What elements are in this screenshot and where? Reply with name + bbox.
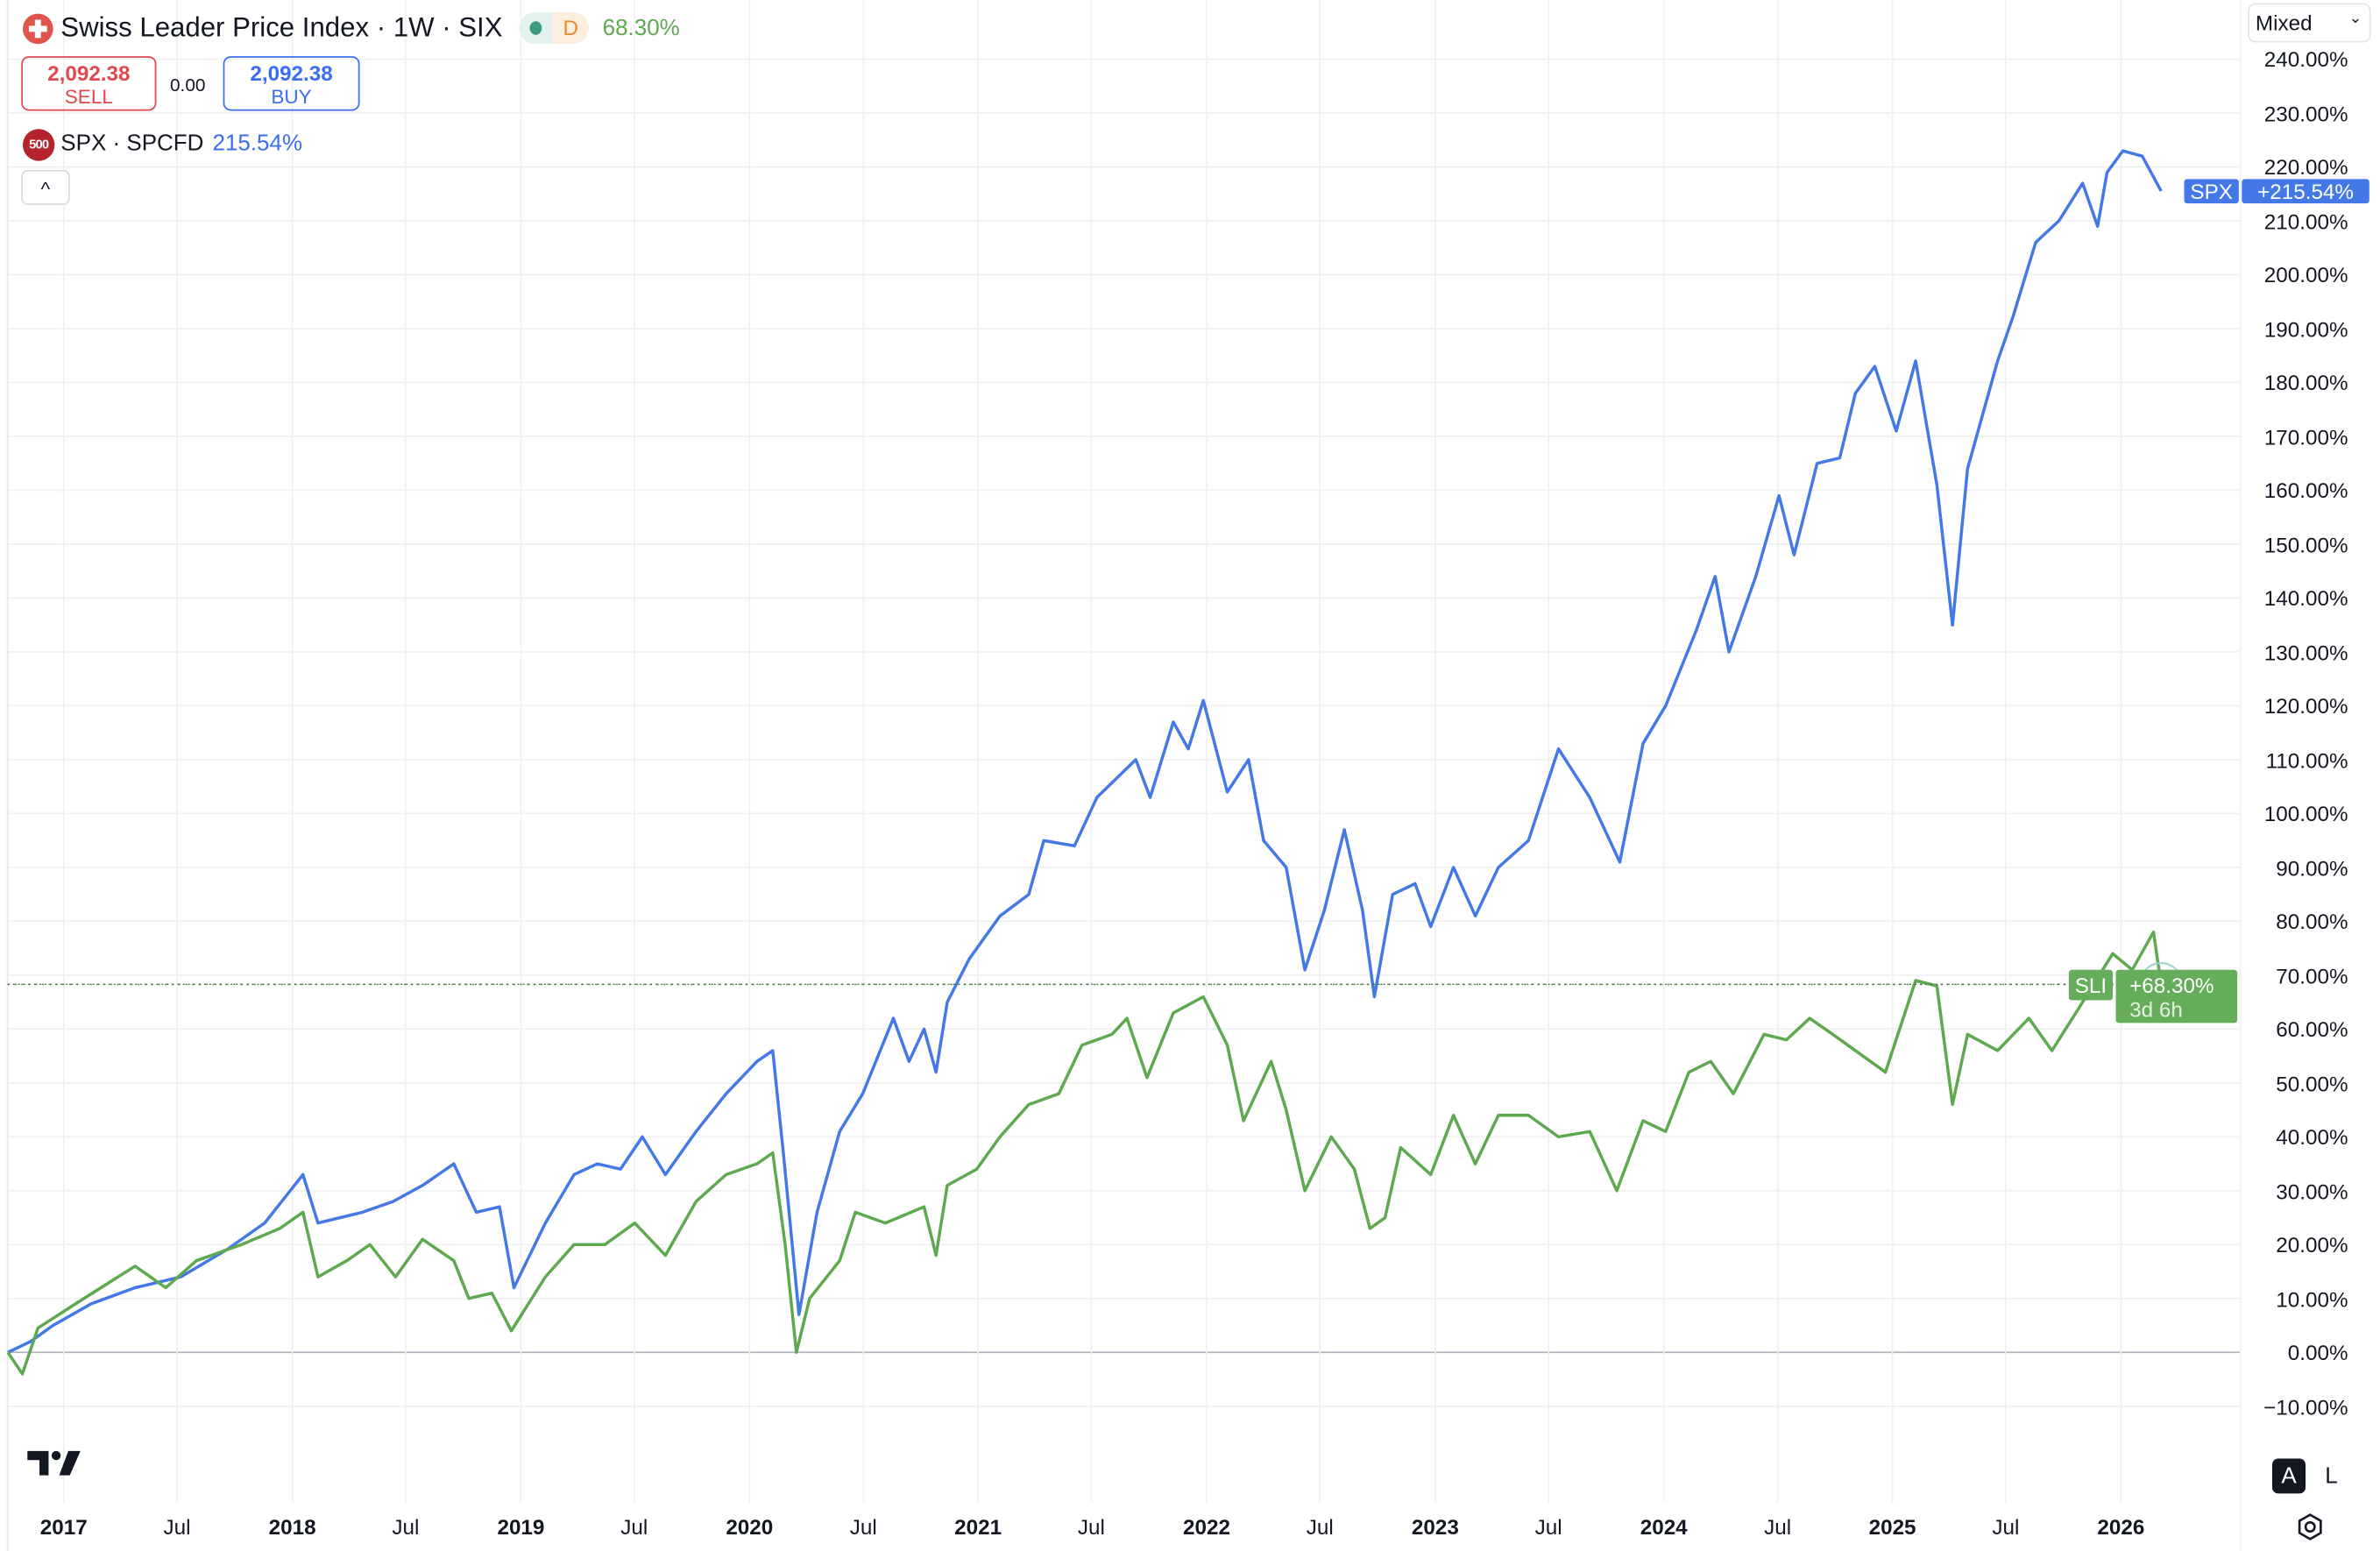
y-axis-tick-label: 10.00% xyxy=(2276,1285,2348,1311)
buy-button[interactable]: 2,092.38 BUY xyxy=(223,56,360,111)
y-axis-tick-label: 100.00% xyxy=(2263,801,2348,826)
x-axis-tick-label: 2026 xyxy=(2097,1514,2145,1540)
x-axis-tick-label: Jul xyxy=(1534,1514,1562,1540)
y-axis-tick-label: 120.00% xyxy=(2263,693,2348,719)
sell-label: SELL xyxy=(64,84,113,108)
x-axis-tick-label: Jul xyxy=(1764,1514,1792,1540)
spread-value: 0.00 xyxy=(169,74,206,96)
sli-tag-name: SLI xyxy=(2068,969,2114,1000)
x-axis-tick-label: Jul xyxy=(163,1514,191,1540)
spx-tag-name: SPX xyxy=(2184,179,2239,203)
x-axis-tick-label: 2023 xyxy=(1411,1514,1459,1540)
x-axis-tick-label: Jul xyxy=(1077,1514,1105,1540)
sell-button[interactable]: 2,092.38 SELL xyxy=(21,56,157,111)
collapse-legend-button[interactable]: ^ xyxy=(21,169,70,205)
buy-label: BUY xyxy=(271,84,312,108)
scale-mode-dropdown[interactable]: Mixed ⌄ xyxy=(2248,3,2371,43)
chevron-up-icon: ^ xyxy=(40,177,51,201)
y-axis-tick-label: 150.00% xyxy=(2263,532,2348,556)
tradingview-logo-icon[interactable] xyxy=(27,1449,81,1484)
log-scale-button[interactable]: L xyxy=(2325,1462,2338,1490)
y-axis-tick-label: 70.00% xyxy=(2276,963,2348,988)
y-axis-tick-label: 30.00% xyxy=(2276,1178,2348,1203)
y-axis-tick-label: 80.00% xyxy=(2276,909,2348,934)
y-axis-tick-label: 160.00% xyxy=(2263,478,2348,503)
x-axis-tick-label: 2022 xyxy=(1183,1514,1231,1540)
y-axis-tick-label: 240.00% xyxy=(2263,46,2348,72)
swiss-flag-icon xyxy=(22,13,53,45)
compare-change-pct: 215.54% xyxy=(212,130,303,157)
x-axis-tick-label: Jul xyxy=(392,1514,420,1540)
y-axis-tick-label: 40.00% xyxy=(2276,1124,2348,1150)
y-axis-tick-label: 60.00% xyxy=(2276,1016,2348,1042)
market-status-dot-icon xyxy=(519,11,553,45)
y-axis-tick-label: 180.00% xyxy=(2263,370,2348,395)
x-axis-tick-label: Jul xyxy=(849,1514,877,1540)
chevron-down-icon: ⌄ xyxy=(2348,11,2362,28)
x-axis-tick-label: 2021 xyxy=(954,1514,1002,1540)
compare-symbol-label[interactable]: SPX · SPCFD xyxy=(60,130,204,157)
scale-mode-value: Mixed xyxy=(2255,11,2313,35)
auto-scale-button[interactable]: A xyxy=(2271,1458,2306,1494)
delayed-badge: D xyxy=(552,11,590,45)
series-line-spx xyxy=(7,149,2163,1354)
y-axis-tick-label: 190.00% xyxy=(2263,316,2348,341)
y-axis-tick-label: 230.00% xyxy=(2263,101,2348,125)
bar-countdown: 3d 6h xyxy=(2129,996,2183,1021)
series-line-sli xyxy=(6,930,2163,1376)
sli-tag-value-box: +68.30% 3d 6h xyxy=(2115,969,2238,1023)
sli-change-pct: 68.30% xyxy=(602,15,680,41)
y-axis-tick-label: 20.00% xyxy=(2276,1232,2348,1257)
y-axis-tick-label: 90.00% xyxy=(2276,855,2348,880)
y-axis-tick-label: −10.00% xyxy=(2263,1393,2348,1419)
y-axis-tick-label: 210.00% xyxy=(2263,209,2348,233)
y-axis-tick-label: 200.00% xyxy=(2263,262,2348,287)
y-axis-tick-label: 130.00% xyxy=(2263,640,2348,664)
x-axis-tick-label: 2017 xyxy=(39,1514,88,1540)
y-axis-tick-label: 110.00% xyxy=(2265,747,2348,772)
x-axis-tick-label: 2018 xyxy=(268,1514,316,1540)
sell-price: 2,092.38 xyxy=(47,60,131,85)
spx-tag-value: +215.54% xyxy=(2242,179,2369,203)
y-axis-tick-label: 0.00% xyxy=(2287,1340,2348,1365)
x-axis-tick-label: Jul xyxy=(1306,1514,1334,1540)
market-status-pill[interactable]: D xyxy=(519,11,590,45)
buy-price: 2,092.38 xyxy=(250,60,333,85)
x-axis-tick-label: 2019 xyxy=(497,1514,545,1540)
y-axis-tick-label: 170.00% xyxy=(2263,424,2348,449)
y-axis-tick-label: 140.00% xyxy=(2263,585,2348,611)
symbol-title[interactable]: Swiss Leader Price Index · 1W · SIX xyxy=(60,11,503,43)
x-axis-tick-label: 2024 xyxy=(1640,1514,1688,1540)
y-axis-tick-label: 50.00% xyxy=(2276,1070,2348,1095)
x-axis-tick-label: Jul xyxy=(1992,1514,2020,1540)
x-axis-tick-label: 2025 xyxy=(1868,1514,1916,1540)
settings-gear-icon[interactable] xyxy=(2295,1512,2326,1549)
y-axis-tick-label: 220.00% xyxy=(2263,154,2348,180)
sli-tag-value: +68.30% xyxy=(2129,972,2214,997)
x-axis-tick-label: 2020 xyxy=(726,1514,774,1540)
x-axis-tick-label: Jul xyxy=(620,1514,648,1540)
spx-logo-icon: 500 xyxy=(22,129,55,161)
